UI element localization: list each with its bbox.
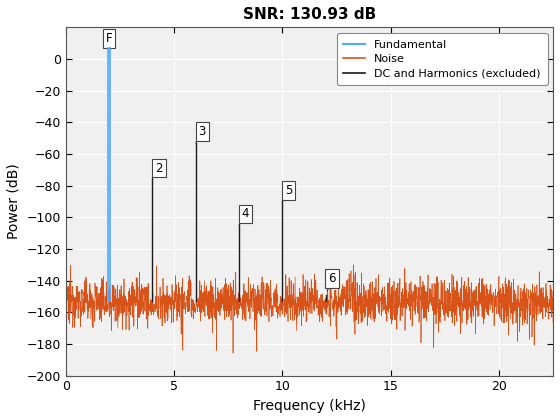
Text: 4: 4 [239, 207, 249, 225]
Text: F: F [106, 32, 113, 45]
Title: SNR: 130.93 dB: SNR: 130.93 dB [243, 7, 376, 22]
Y-axis label: Power (dB): Power (dB) [7, 163, 21, 239]
Text: 2: 2 [155, 162, 162, 175]
Legend: Fundamental, Noise, DC and Harmonics (excluded): Fundamental, Noise, DC and Harmonics (ex… [337, 33, 548, 85]
Text: 5: 5 [282, 184, 292, 202]
Text: 3: 3 [195, 125, 206, 143]
Text: 6: 6 [327, 273, 336, 291]
X-axis label: Frequency (kHz): Frequency (kHz) [253, 399, 366, 413]
